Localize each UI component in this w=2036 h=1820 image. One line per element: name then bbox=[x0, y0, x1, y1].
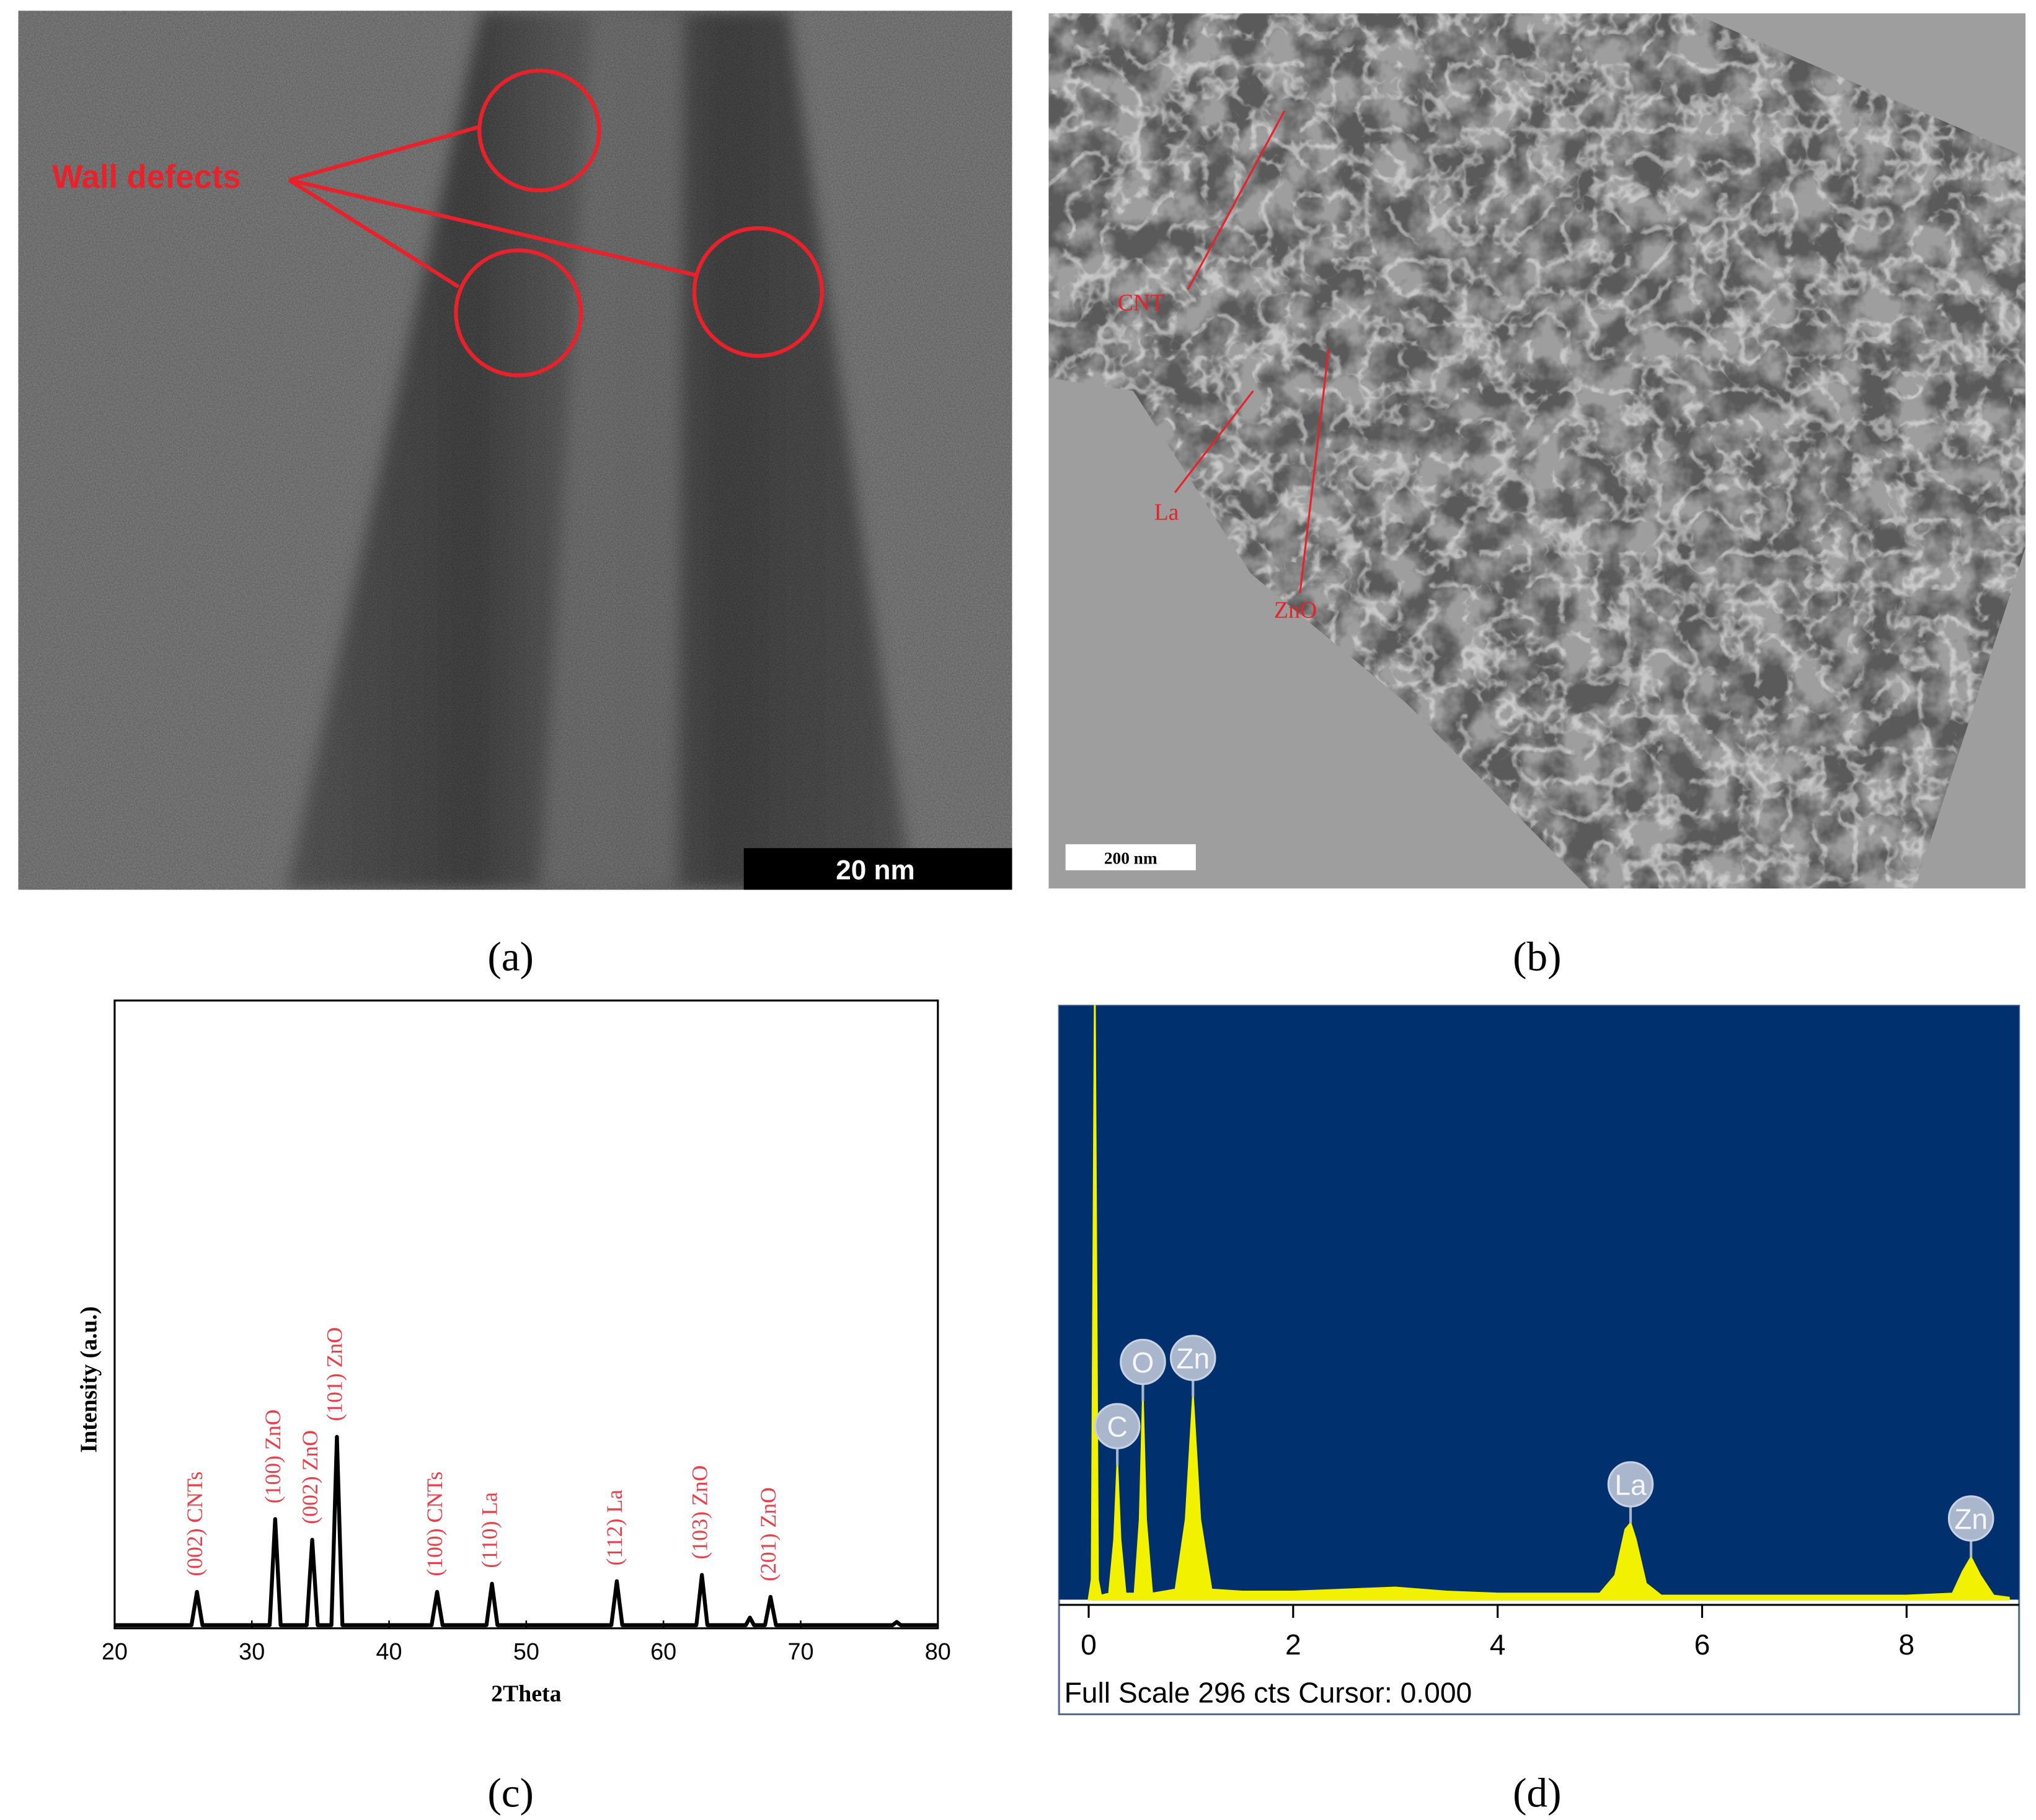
peak-label: (002) CNTs bbox=[182, 1472, 207, 1576]
y-axis-label: Intensity (a.u.) bbox=[76, 1306, 102, 1452]
x-tick-label: 0 bbox=[1081, 1628, 1097, 1661]
scale-bar bbox=[743, 848, 1012, 890]
panel-label: (a) bbox=[487, 934, 534, 980]
peak-label: (100) CNTs bbox=[422, 1472, 447, 1576]
element-label: Zn bbox=[1954, 1503, 1988, 1535]
peak-label: (201) ZnO bbox=[756, 1487, 781, 1581]
pointer-line bbox=[288, 178, 460, 289]
element-marker bbox=[1120, 1338, 1166, 1385]
element-marker bbox=[1947, 1495, 1994, 1542]
plot-area bbox=[1059, 1005, 2019, 1600]
element-label: La bbox=[1614, 1469, 1647, 1501]
peak-label: (103) ZnO bbox=[687, 1465, 712, 1560]
element-marker bbox=[1169, 1335, 1216, 1381]
element-marker bbox=[1607, 1461, 1654, 1508]
pointer-line bbox=[1187, 110, 1286, 290]
peak-label: (112) La bbox=[602, 1490, 627, 1566]
pointer-line bbox=[288, 178, 696, 277]
x-tick-label: 2 bbox=[1285, 1628, 1301, 1661]
label-lines bbox=[1174, 110, 1330, 593]
x-tick-label: 4 bbox=[1490, 1628, 1506, 1661]
x-tick-label: 30 bbox=[239, 1639, 265, 1665]
panel-label: (c) bbox=[487, 1770, 534, 1816]
pointer-line bbox=[1299, 349, 1330, 593]
pointer-line bbox=[1174, 390, 1254, 493]
peak-label: (100) ZnO bbox=[260, 1410, 285, 1504]
defect-markers bbox=[288, 68, 824, 378]
x-tick-label: 8 bbox=[1898, 1628, 1914, 1661]
x-tick-label: 60 bbox=[650, 1639, 676, 1665]
defect-circle bbox=[692, 226, 824, 358]
annotation: La bbox=[1154, 500, 1179, 526]
defect-circle bbox=[477, 68, 601, 193]
scale-bar-label: 20 nm bbox=[836, 855, 914, 886]
annotation: CNT bbox=[1118, 289, 1165, 316]
panel-b: CNT La ZnO 200 nm bbox=[1048, 13, 2026, 889]
panel-label: (d) bbox=[1513, 1770, 1561, 1816]
xrd-line bbox=[114, 1434, 938, 1627]
panel-label: (b) bbox=[1513, 934, 1561, 980]
x-tick-label: 40 bbox=[376, 1639, 402, 1665]
scale-bar bbox=[1065, 844, 1196, 870]
x-tick-label: 70 bbox=[787, 1639, 813, 1665]
plot-frame bbox=[113, 999, 939, 1630]
scale-bar-label: 200 nm bbox=[1104, 849, 1157, 867]
x-tick-label: 6 bbox=[1694, 1628, 1711, 1661]
element-label: C bbox=[1107, 1410, 1127, 1442]
x-tick-label: 50 bbox=[513, 1639, 539, 1665]
element-label: O bbox=[1131, 1346, 1154, 1379]
pointer-line bbox=[288, 125, 482, 182]
peak-label: (002) ZnO bbox=[298, 1430, 322, 1524]
x-tick-label: 80 bbox=[925, 1639, 951, 1665]
annotation: Wall defects bbox=[52, 159, 241, 195]
particle-edges bbox=[1048, 13, 2026, 889]
x-axis-label: 2Theta bbox=[491, 1681, 561, 1707]
tem-noise bbox=[18, 11, 1012, 890]
annotation: ZnO bbox=[1274, 597, 1317, 623]
element-label: Zn bbox=[1176, 1342, 1210, 1374]
peak-label: (110) La bbox=[477, 1492, 502, 1568]
peak-label: (101) ZnO bbox=[322, 1327, 347, 1421]
panel-a: Wall defects 20 nm bbox=[18, 11, 1012, 890]
x-tick-label: 20 bbox=[102, 1639, 128, 1665]
footer: Full Scale 296 cts Cursor: 0.000 bbox=[1064, 1677, 1472, 1709]
spectrum-area bbox=[1087, 1004, 2010, 1601]
defect-circle bbox=[454, 248, 583, 378]
element-marker bbox=[1094, 1403, 1141, 1449]
